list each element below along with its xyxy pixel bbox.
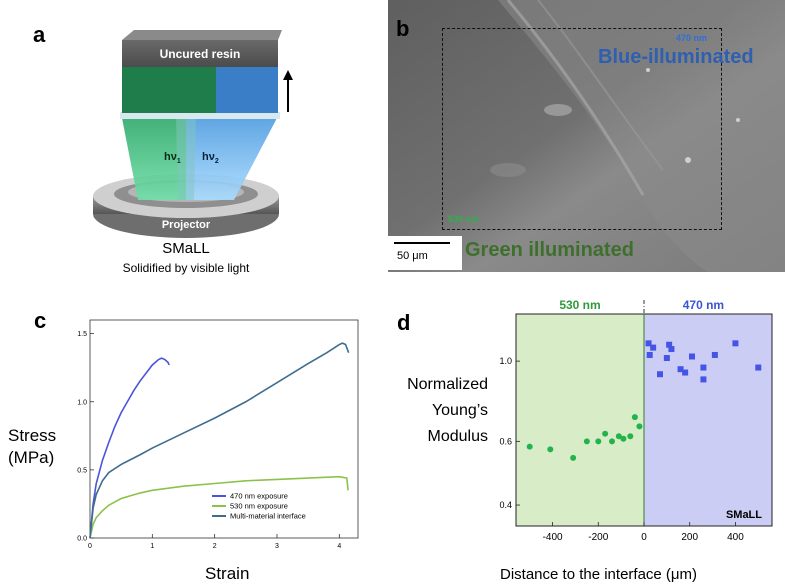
- point-530: [615, 433, 622, 440]
- series-line-1: [89, 475, 349, 539]
- small-tag: SMaLL: [726, 509, 762, 521]
- panel-b-label: b: [396, 16, 410, 41]
- scale-bar-box: 50 μm: [388, 236, 462, 270]
- point-530: [602, 430, 609, 437]
- x-tick-label: -200: [588, 532, 608, 543]
- blue-illuminated-label: Blue-illuminated: [598, 46, 754, 68]
- modulus-axis-label-line3: Modulus: [427, 428, 488, 445]
- point-530: [595, 438, 602, 445]
- panel-d: d Normalized Young’s Modulus Distance to…: [390, 300, 785, 587]
- stress-axis-label-line2: (MPa): [8, 448, 55, 467]
- point-470: [689, 353, 695, 360]
- point-530: [583, 438, 590, 445]
- y-tick-label: 1.0: [499, 356, 512, 366]
- region-box: [442, 28, 722, 230]
- point-470: [677, 366, 684, 373]
- x-tick-label: 200: [681, 532, 698, 543]
- point-470: [755, 364, 762, 371]
- green-illuminated-label: Green illuminated: [465, 239, 634, 261]
- blue-region-header: 470 nm: [683, 300, 724, 312]
- point-530: [609, 438, 615, 445]
- uncured-resin-block: [122, 40, 278, 67]
- panel-b: b 470 nm Blue-illuminated 530 nm Green i…: [388, 0, 785, 272]
- panel-d-label: d: [397, 310, 411, 335]
- point-470: [732, 340, 739, 347]
- blue-light-beam: [186, 118, 277, 200]
- y-tick-label: 0.0: [77, 536, 87, 543]
- distance-axis-label: Distance to the interface (μm): [500, 566, 698, 583]
- hv2-label: hν2: [202, 151, 219, 165]
- panel-c: c Stress (MPa) Strain 0 1 2 3 4 0.0 0.5 1.0 1.5 4…: [0, 300, 390, 587]
- point-530: [526, 443, 533, 450]
- green-nm-label: 530 nm: [448, 214, 480, 224]
- y-tick-label: 0.4: [499, 500, 512, 510]
- panel-a: a: [0, 0, 380, 290]
- point-470: [682, 369, 689, 376]
- legend-label-2: Multi-material interface: [230, 512, 306, 521]
- point-470: [668, 346, 675, 353]
- series-line-0: [89, 357, 170, 539]
- uncured-resin-label: Uncured resin: [160, 47, 241, 61]
- point-470: [645, 340, 652, 347]
- scale-bar-label: 50 μm: [397, 250, 428, 262]
- hv1-label: hν1: [164, 151, 181, 165]
- x-tick-label: 0: [88, 543, 92, 550]
- panel-a-label: a: [33, 22, 46, 47]
- point-470: [650, 344, 657, 351]
- stress-axis-label: Stress (MPa): [8, 425, 56, 469]
- region-1: [644, 314, 772, 526]
- x-tick-label: 2: [213, 543, 217, 550]
- strain-axis-label: Strain: [205, 564, 250, 583]
- up-arrow-icon: [283, 70, 293, 80]
- scale-bar-line: [394, 242, 450, 244]
- modulus-chart: 530 nm 470 nm -400 -200 0 200 400 0.4 0.6 1.0 SMaL…: [499, 300, 773, 543]
- blue-nm-label: 470 nm: [676, 33, 708, 43]
- point-530: [636, 423, 643, 430]
- plot-frame: [89, 319, 359, 539]
- x-tick-label: -400: [543, 532, 563, 543]
- point-470: [700, 376, 707, 383]
- point-530: [620, 435, 627, 442]
- point-470: [666, 341, 673, 348]
- series-line-2: [89, 342, 350, 539]
- panel-c-label: c: [34, 308, 47, 333]
- y-tick-label: 1.5: [77, 331, 87, 338]
- stress-axis-label-line1: Stress: [8, 426, 57, 445]
- point-470: [657, 371, 663, 378]
- region-0: [516, 314, 644, 526]
- point-530: [627, 433, 634, 440]
- projector-label: Projector: [162, 219, 211, 231]
- legend-label-0: 470 nm exposure: [230, 492, 288, 501]
- blue-cured-block: [216, 66, 278, 113]
- point-530: [570, 454, 577, 461]
- modulus-axis-label-line1: Normalized: [407, 376, 488, 393]
- small-title: SMaLL: [162, 240, 210, 257]
- y-tick-label: 1.0: [77, 399, 87, 406]
- point-470: [646, 351, 653, 358]
- small-subtitle: Solidified by visible light: [123, 261, 250, 275]
- green-region-header: 530 nm: [559, 300, 600, 312]
- green-cured-block: [122, 66, 216, 113]
- sem-image: [388, 0, 785, 272]
- x-tick-label: 400: [727, 532, 744, 543]
- x-tick-label: 4: [337, 543, 341, 550]
- y-tick-label: 0.5: [77, 467, 87, 474]
- point-470: [711, 351, 718, 358]
- green-light-beam: [122, 118, 186, 200]
- y-tick-label: 0.6: [499, 436, 512, 446]
- printer-diagram: Uncured resin hν1 hν2 Projector SMaLL So…: [93, 30, 293, 275]
- modulus-axis-label-line2: Young’s: [431, 402, 488, 419]
- x-tick-label: 1: [150, 543, 154, 550]
- point-530: [631, 414, 638, 421]
- x-tick-label: 0: [641, 532, 647, 543]
- x-tick-label: 3: [275, 543, 279, 550]
- legend-label-1: 530 nm exposure: [230, 502, 288, 511]
- build-plate: [120, 112, 280, 119]
- point-530: [547, 446, 554, 453]
- point-470: [663, 355, 670, 362]
- point-470: [700, 364, 707, 371]
- modulus-axis-label: Normalized Young’s Modulus: [392, 372, 488, 450]
